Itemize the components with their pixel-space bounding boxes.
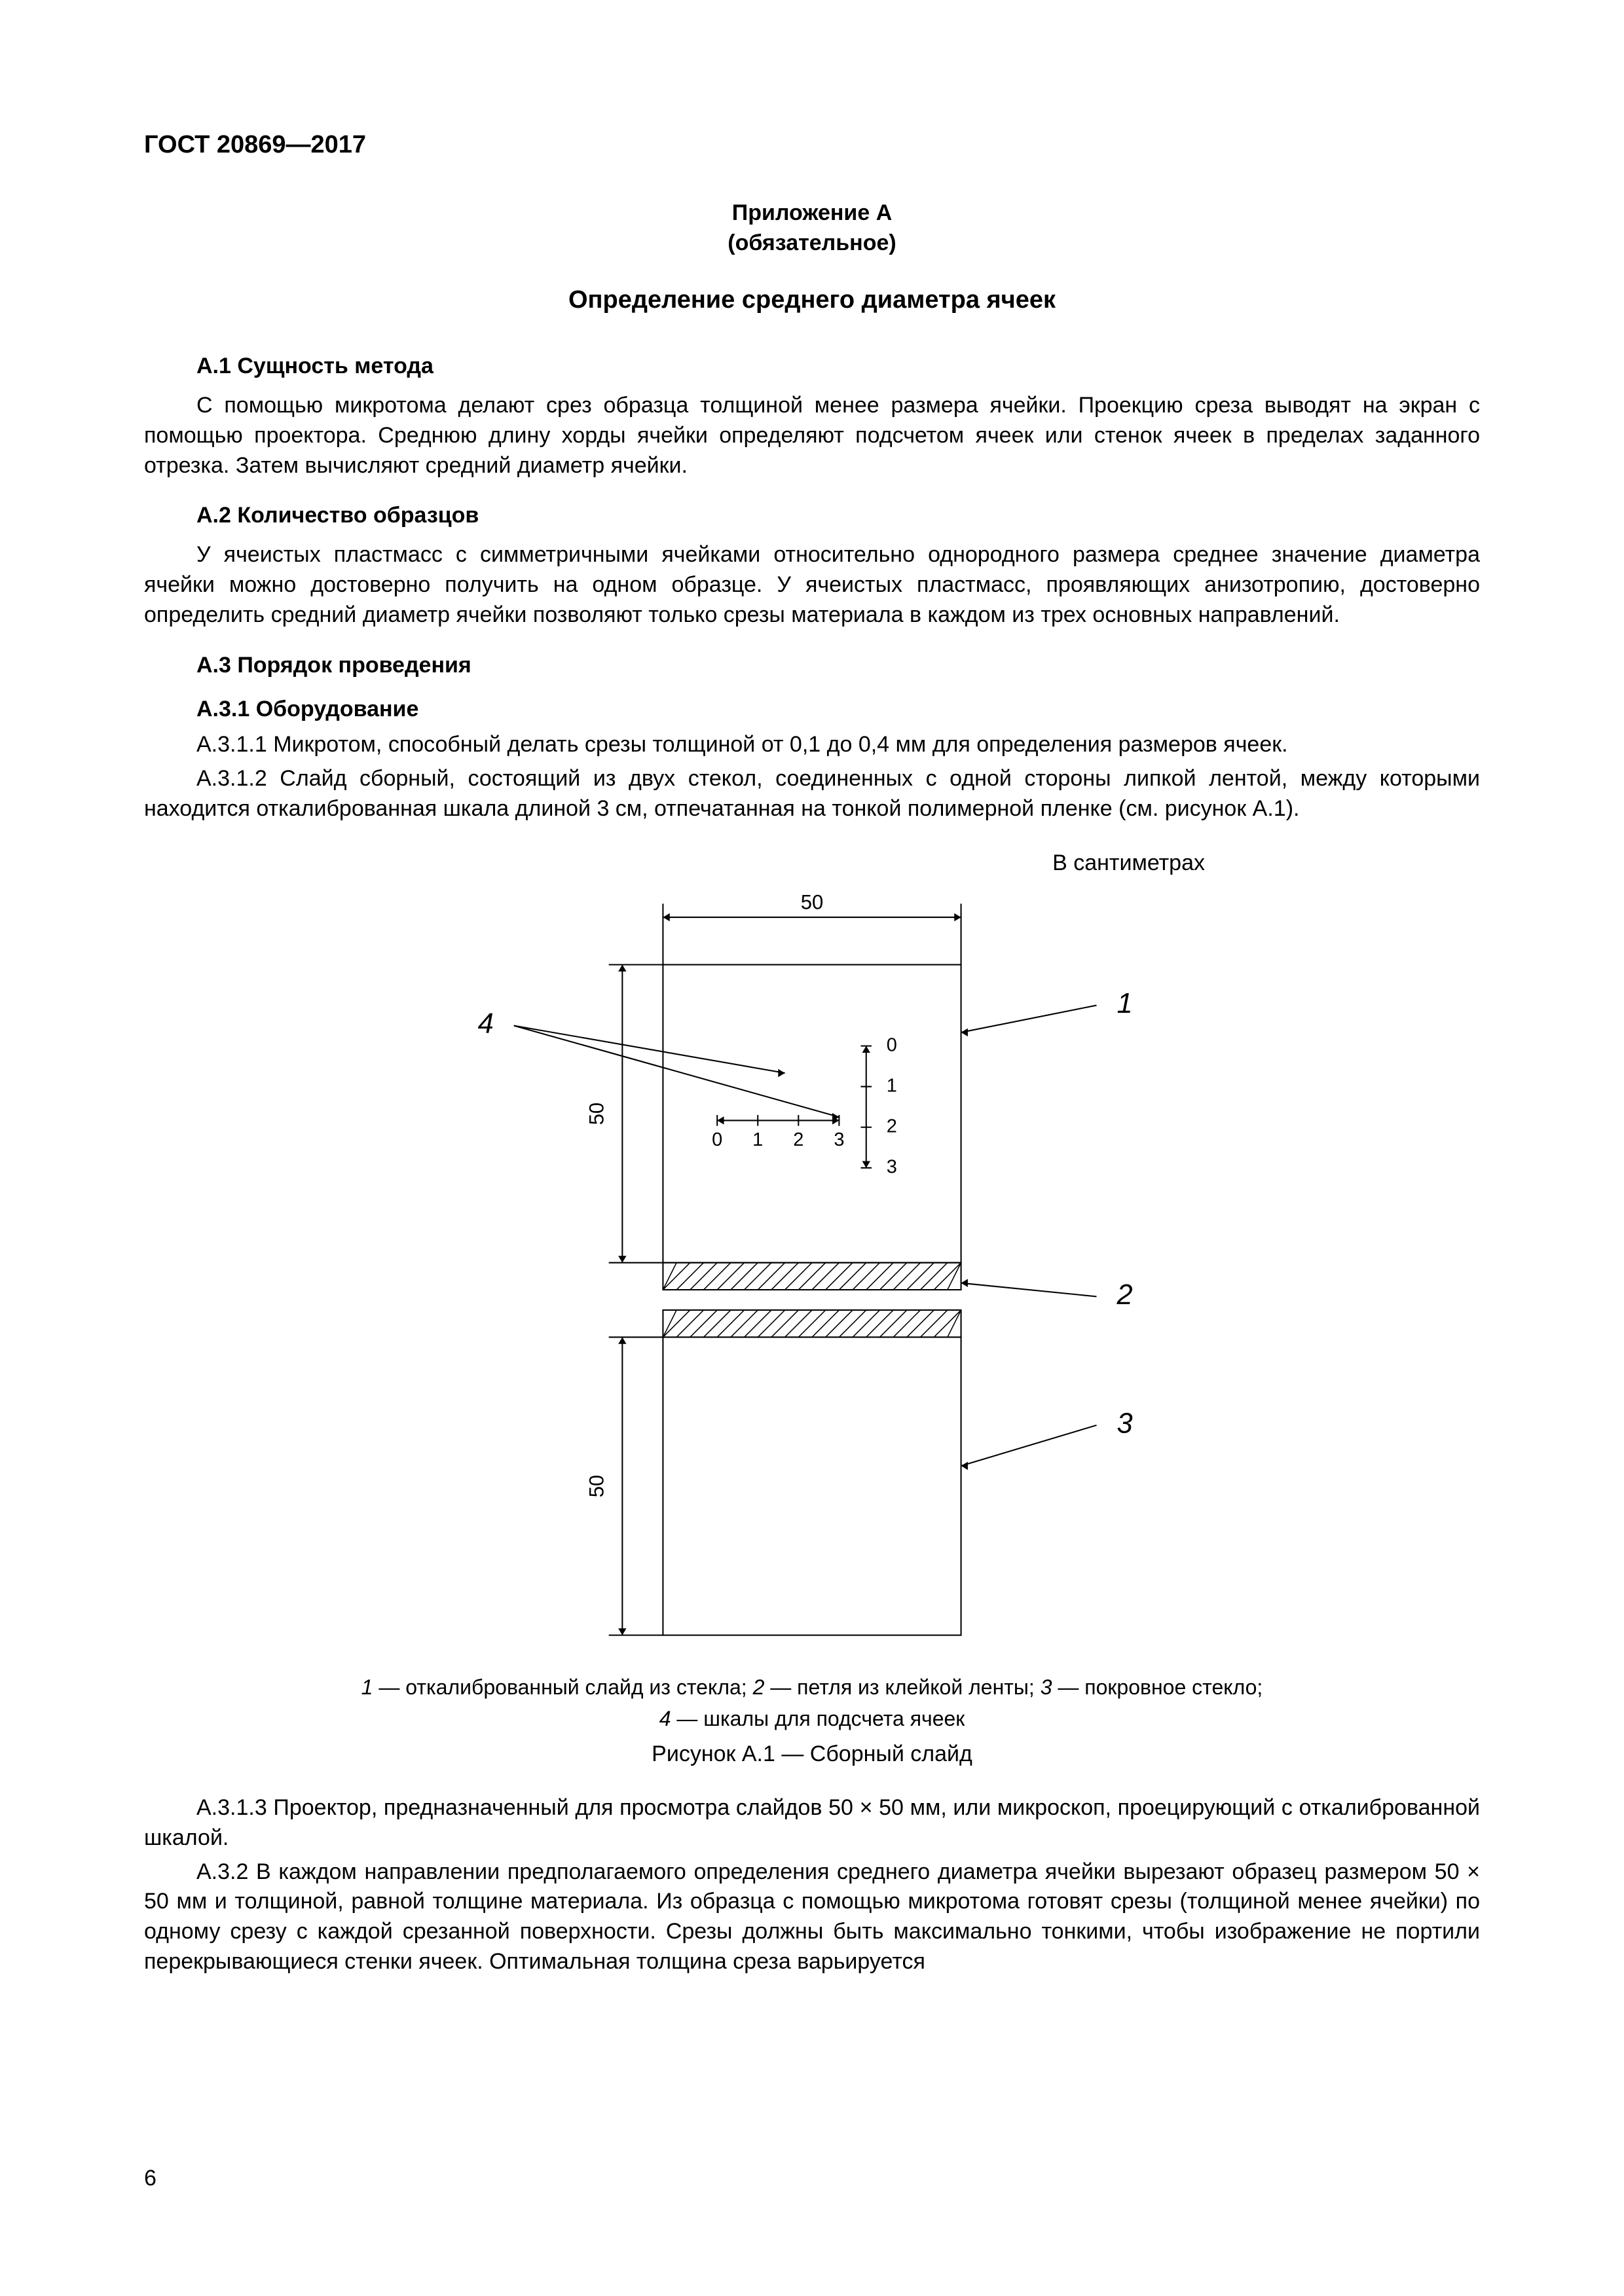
figure-caption: Рисунок А.1 — Сборный слайд [144, 1741, 1480, 1767]
svg-text:4: 4 [478, 1008, 494, 1040]
legend-3-txt: — покровное стекло; [1052, 1675, 1263, 1699]
heading-a2: А.2 Количество образцов [144, 503, 1480, 528]
para-a312: А.3.1.2 Слайд сборный, состоящий из двух… [144, 764, 1480, 824]
figure-svg: 50 50 50 0 1 2 3 0 1 2 3 1 2 3 4 [144, 877, 1480, 1662]
svg-text:0: 0 [887, 1034, 897, 1055]
svg-text:2: 2 [1116, 1279, 1133, 1311]
svg-text:1: 1 [1117, 988, 1133, 1019]
svg-text:50: 50 [585, 1475, 608, 1498]
legend-1-num: 1 [361, 1675, 373, 1699]
legend-2-num: 2 [753, 1675, 765, 1699]
svg-text:3: 3 [834, 1129, 844, 1150]
svg-text:2: 2 [793, 1129, 803, 1150]
legend-4-num: 4 [659, 1707, 671, 1730]
svg-text:1: 1 [887, 1075, 897, 1096]
legend-1-txt: — откалиброванный слайд из стекла; [373, 1675, 752, 1699]
appendix-line2: (обязательное) [728, 230, 896, 255]
svg-text:3: 3 [887, 1156, 897, 1177]
svg-text:0: 0 [712, 1129, 722, 1150]
heading-a3: А.3 Порядок проведения [144, 653, 1480, 678]
para-a2-1: У ячеистых пластмасс с симметричными яче… [144, 540, 1480, 630]
svg-text:2: 2 [887, 1116, 897, 1137]
heading-a31: А.3.1 Оборудование [144, 697, 1480, 722]
para-a1-1: С помощью микротома делают срез образца … [144, 391, 1480, 481]
svg-text:50: 50 [585, 1102, 608, 1125]
page-number: 6 [144, 2166, 157, 2191]
legend-4-txt: — шкалы для подсчета ячеек [671, 1707, 965, 1730]
para-a311: А.3.1.1 Микротом, способный делать срезы… [144, 730, 1480, 760]
svg-text:50: 50 [801, 890, 824, 913]
svg-text:1: 1 [752, 1129, 763, 1150]
heading-a1: А.1 Сущность метода [144, 354, 1480, 379]
figure-a1: В сантиметрах 50 50 50 0 1 2 3 0 1 2 3 1 2 3 4 1 — отк… [144, 850, 1480, 1793]
legend-2-txt: — петля из клейкой ленты; [764, 1675, 1040, 1699]
para-a32: А.3.2 В каждом направлении предполагаемо… [144, 1857, 1480, 1978]
para-a313: А.3.1.3 Проектор, предназначенный для пр… [144, 1793, 1480, 1853]
figure-legend: 1 — откалиброванный слайд из стекла; 2 —… [144, 1671, 1480, 1734]
appendix-title: Приложение А (обязательное) [144, 198, 1480, 259]
standard-code: ГОСТ 20869—2017 [144, 131, 1480, 159]
main-title: Определение среднего диаметра ячеек [144, 286, 1480, 314]
legend-3-num: 3 [1041, 1675, 1052, 1699]
svg-text:3: 3 [1117, 1408, 1133, 1439]
figure-unit-label: В сантиметрах [1052, 850, 1205, 876]
appendix-line1: Приложение А [732, 200, 893, 225]
